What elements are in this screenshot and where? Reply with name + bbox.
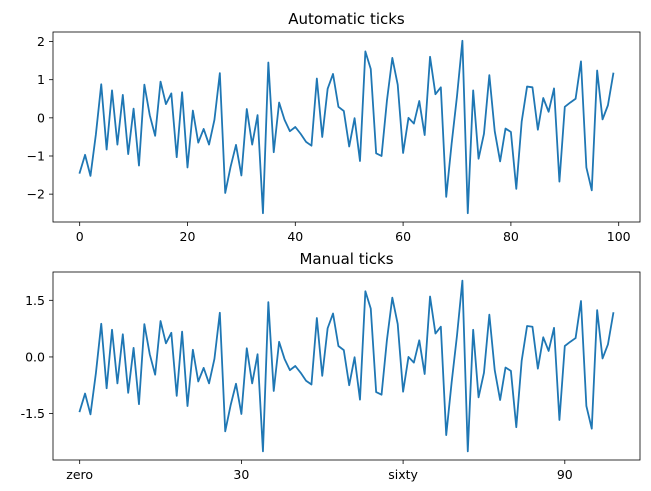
- subplot-top: Automatic ticks 0 20 40 60 80 100 −2 −1 0 1 2: [27, 10, 641, 244]
- y-tick-label-top: 1: [37, 72, 45, 87]
- chart-title-top: Automatic ticks: [288, 10, 405, 28]
- x-tick-label-top: 100: [607, 229, 631, 244]
- plot-frame-top: [52, 31, 641, 223]
- x-tick-label-top: 60: [395, 229, 411, 244]
- y-tick-label-top: 2: [37, 34, 45, 49]
- y-tick-label-top: −1: [27, 148, 45, 163]
- x-tick-label-top: 20: [180, 229, 196, 244]
- x-tick-label-top: 40: [287, 229, 303, 244]
- y-tick-label-bottom: 0.0: [25, 349, 45, 364]
- x-tick-label-bottom: 90: [557, 467, 573, 482]
- y-tick-label-bottom: -1.5: [21, 406, 45, 421]
- y-tick-label-top: −2: [27, 187, 45, 202]
- y-tick-label-top: 0: [37, 110, 45, 125]
- series-line-top-0: [78, 39, 615, 215]
- y-tick-label-bottom: 1.5: [25, 293, 45, 308]
- chart-title-bottom: Manual ticks: [299, 250, 393, 268]
- x-tick-label-top: 0: [76, 229, 84, 244]
- series-line-bottom-0: [78, 279, 615, 453]
- x-tick-label-top: 80: [503, 229, 519, 244]
- x-tick-label-bottom: sixty: [388, 467, 418, 482]
- x-tick-label-bottom: 30: [233, 467, 249, 482]
- x-tick-label-bottom: zero: [66, 467, 93, 482]
- plot-frame-bottom: [52, 271, 641, 461]
- subplot-bottom: Manual ticks zero 30 sixty 90 -1.5 0.0 1.5: [21, 250, 641, 482]
